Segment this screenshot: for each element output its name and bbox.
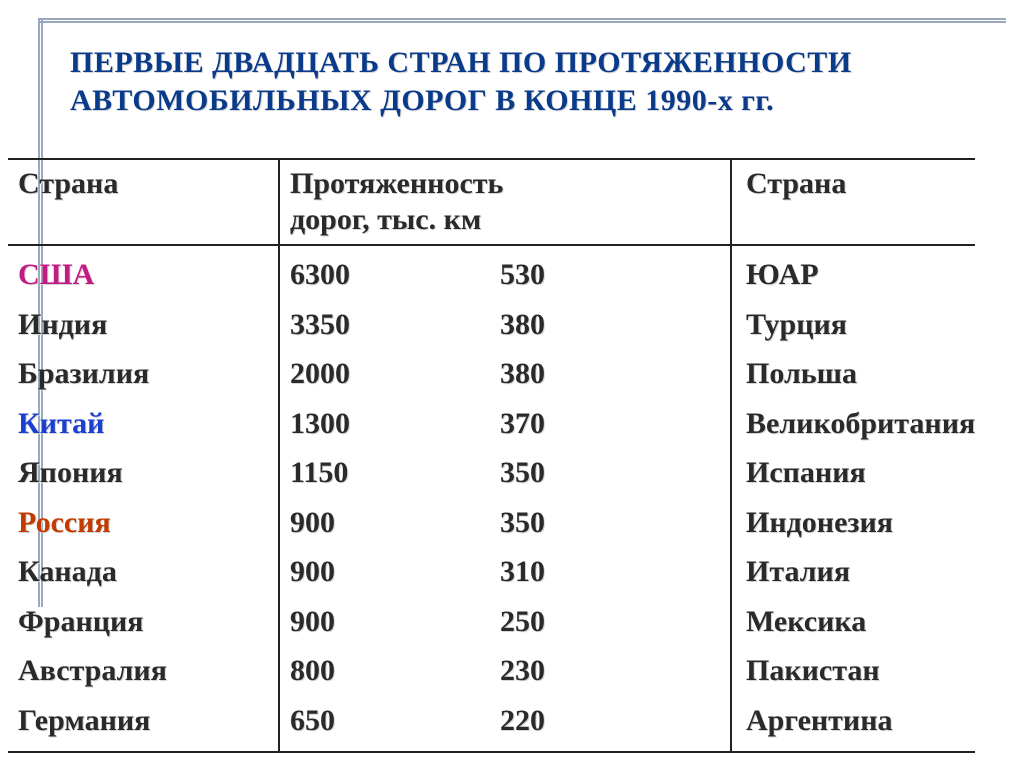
country-left-item: Австралия (18, 646, 278, 696)
country-right-item: Польша (746, 349, 975, 399)
right-countries-cell: ЮАРТурцияПольшаВеликобританияИспанияИндо… (731, 245, 975, 752)
country-right-item: Пакистан (746, 646, 975, 696)
value-left-item: 650 (290, 696, 500, 746)
country-right-item: Великобритания (746, 399, 975, 449)
value-left-item: 2000 (290, 349, 500, 399)
country-left-item: Россия (18, 498, 278, 548)
table-body-row: СШАИндияБразилияКитайЯпонияРоссияКанадаФ… (8, 245, 975, 752)
country-left-item: Китай (18, 399, 278, 449)
value-right-item: 230 (500, 646, 730, 696)
value-left-item: 900 (290, 498, 500, 548)
value-left-item: 800 (290, 646, 500, 696)
country-right-item: ЮАР (746, 250, 975, 300)
header-length-line1: Протяженность (290, 167, 503, 200)
slide-title: ПЕРВЫЕ ДВАДЦАТЬ СТРАН ПО ПРОТЯЖЕННОСТИ А… (70, 44, 996, 119)
country-right-item: Мексика (746, 597, 975, 647)
country-right-item: Аргентина (746, 696, 975, 746)
table-header-row: Страна Протяженность дорог, тыс. км Стра… (8, 159, 975, 245)
value-right-item: 350 (500, 448, 730, 498)
left-countries-cell: СШАИндияБразилияКитайЯпонияРоссияКанадаФ… (8, 245, 279, 752)
slide: ПЕРВЫЕ ДВАДЦАТЬ СТРАН ПО ПРОТЯЖЕННОСТИ А… (0, 0, 1024, 767)
left-values-cell: 63003350200013001150900900900800650 (279, 245, 500, 752)
country-right-item: Италия (746, 547, 975, 597)
country-right-item: Турция (746, 300, 975, 350)
country-left-item: Индия (18, 300, 278, 350)
header-country-left: Страна (8, 159, 279, 245)
value-right-item: 220 (500, 696, 730, 746)
value-right-item: 370 (500, 399, 730, 449)
header-length-line2: дорог, тыс. км (290, 203, 481, 236)
country-left-item: Германия (18, 696, 278, 746)
header-length: Протяженность дорог, тыс. км (279, 159, 731, 245)
value-right-item: 380 (500, 300, 730, 350)
value-left-item: 3350 (290, 300, 500, 350)
value-left-item: 1300 (290, 399, 500, 449)
header-country-right: Страна (731, 159, 975, 245)
value-right-item: 530 (500, 250, 730, 300)
country-right-item: Индонезия (746, 498, 975, 548)
value-left-item: 1150 (290, 448, 500, 498)
value-right-item: 350 (500, 498, 730, 548)
value-left-item: 900 (290, 597, 500, 647)
country-left-item: Франция (18, 597, 278, 647)
country-left-item: Япония (18, 448, 278, 498)
value-right-item: 380 (500, 349, 730, 399)
data-table: Страна Протяженность дорог, тыс. км Стра… (8, 158, 975, 753)
country-left-item: США (18, 250, 278, 300)
value-right-item: 310 (500, 547, 730, 597)
right-values-cell: 530380380370350350310250230220 (500, 245, 731, 752)
frame-top-rule (38, 18, 1006, 30)
value-left-item: 900 (290, 547, 500, 597)
country-right-item: Испания (746, 448, 975, 498)
country-left-item: Канада (18, 547, 278, 597)
value-left-item: 6300 (290, 250, 500, 300)
value-right-item: 250 (500, 597, 730, 647)
country-left-item: Бразилия (18, 349, 278, 399)
